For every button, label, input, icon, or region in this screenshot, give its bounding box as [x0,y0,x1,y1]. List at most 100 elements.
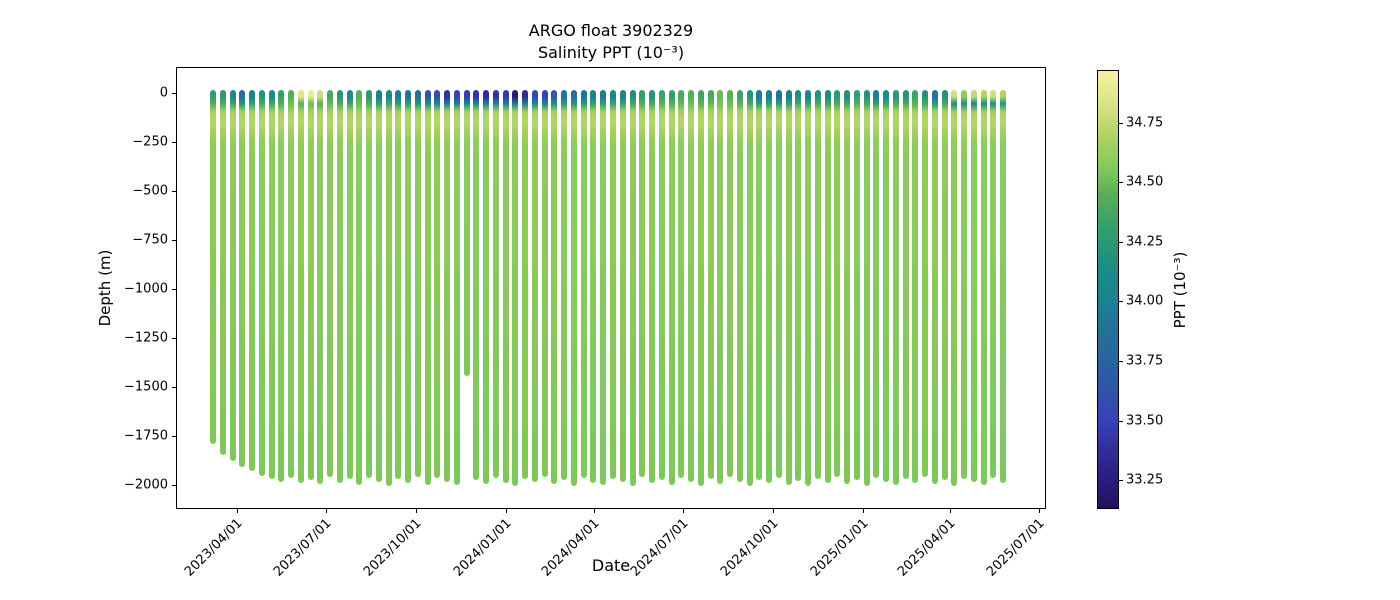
profile-column [785,89,792,485]
profile-column [805,89,811,486]
colorbar-tick-label: 34.00 [1126,293,1164,309]
profile-column [424,89,431,485]
profile-column [736,89,743,482]
profile-column [746,89,753,486]
profile-column [239,89,246,468]
colorbar-tick-label: 34.25 [1126,234,1164,250]
profile-column [346,89,353,480]
profile-column [951,89,958,486]
x-tick [1039,509,1041,513]
x-tick [862,509,864,513]
x-tick [594,509,596,513]
x-tick [683,509,685,513]
x-axis-label: Date [591,556,631,575]
y-tick-label: 0 [159,85,168,101]
profile-column [288,89,295,479]
profile-column [258,89,265,477]
y-tick [172,239,176,241]
profile-column [414,89,421,478]
profile-column [922,89,929,478]
profile-column [873,89,880,479]
profile-column [814,89,821,480]
profile-column [483,89,490,484]
profile-column [297,89,304,483]
profile-column [775,89,782,479]
colorbar-tick [1119,420,1123,422]
colorbar-tick-label: 34.50 [1126,174,1164,190]
colorbar-tick-label: 33.50 [1126,413,1164,429]
y-tick-label: −1000 [124,281,168,297]
profile-column [385,89,392,486]
profile-column [268,89,275,480]
title-block: ARGO float 3902329 Salinity PPT (10⁻³) [176,20,1046,64]
profile-column [541,89,548,478]
colorbar-tick [1119,480,1123,482]
profile-column [502,89,509,483]
colorbar-tick [1119,301,1123,303]
profile-column [912,89,919,483]
profile-column [336,89,343,483]
profile-column [707,89,714,480]
colorbar [1097,70,1119,509]
y-tick-label: −1500 [124,379,168,395]
profile-column [688,89,694,482]
x-tick [505,509,507,513]
colorbar-tick [1119,241,1123,243]
profile-column [853,89,860,480]
x-tick [772,509,774,513]
colorbar-tick-label: 33.75 [1126,353,1164,369]
profile-column [892,89,899,485]
profile-column [961,89,968,480]
profile-column [395,89,402,480]
profile-column [317,89,324,484]
profile-column [327,89,334,478]
profile-column [834,89,841,478]
x-tick [950,509,952,513]
profile-column [795,89,802,481]
y-tick [172,337,176,339]
profile-column [863,89,870,486]
profile-column [824,89,831,483]
profile-column [931,89,938,484]
profile-column [766,89,772,483]
chart-title: ARGO float 3902329 [528,21,694,40]
profile-column [434,89,441,479]
colorbar-tick [1119,182,1123,184]
profile-column [366,89,373,479]
y-tick [172,435,176,437]
y-tick [172,92,176,94]
profile-column [249,89,256,472]
y-tick-label: −500 [132,183,168,199]
profile-column [453,89,460,485]
y-tick [172,386,176,388]
profile-column [1000,89,1007,483]
profile-column [668,89,675,485]
x-tick [326,509,328,513]
profile-column [610,89,616,480]
profile-column [492,89,499,479]
profile-column [629,89,636,486]
profile-column [844,89,850,484]
profile-column [649,89,655,483]
profile-column [658,89,665,480]
profile-column [639,89,646,478]
profile-column [697,89,704,486]
profile-column [229,89,236,462]
profile-column [531,89,538,482]
profile-column [902,89,909,480]
colorbar-tick [1119,361,1123,363]
profile-column [219,89,226,455]
profile-column [980,89,987,485]
colorbar-tick-label: 33.25 [1126,472,1164,488]
profile-column [941,89,948,480]
profile-column [356,89,363,485]
profile-column [463,89,470,377]
profile-column [561,89,568,480]
y-tick-label: −2000 [124,477,168,493]
y-tick-label: −1250 [124,330,168,346]
y-tick [172,190,176,192]
profile-column [375,89,382,482]
profile-column [600,89,607,485]
profile-column [727,89,733,478]
